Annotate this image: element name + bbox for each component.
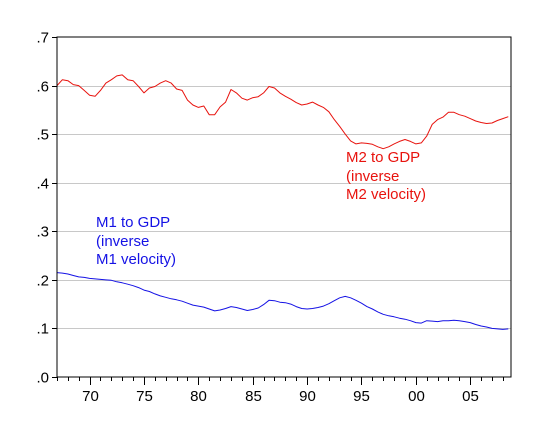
- y-tick-label: .1: [36, 321, 49, 338]
- x-tick-label: 95: [353, 388, 370, 405]
- x-tick-label: 80: [190, 388, 207, 405]
- m1-annotation-line-2: (inverse: [96, 233, 149, 250]
- series-lines: [56, 74, 509, 330]
- m2-annotation-line-3: M2 velocity): [346, 186, 426, 203]
- y-tick-label: .6: [36, 79, 49, 96]
- y-axis-tick-labels: .0 .1 .2 .3 .4 .5 .6 .7: [36, 30, 49, 387]
- y-tick-label: .7: [36, 30, 49, 47]
- plot-frame: [56, 36, 512, 378]
- m2-annotation-line-1: M2 to GDP: [346, 149, 420, 166]
- axis-ticks: [52, 37, 504, 385]
- y-tick-label: .2: [36, 273, 49, 290]
- x-tick-label: 70: [82, 388, 99, 405]
- x-tick-label: 05: [462, 388, 479, 405]
- y-tick-label: .0: [36, 370, 49, 387]
- m1-series-line: [56, 272, 509, 330]
- m1-annotation-line-3: M1 velocity): [96, 251, 176, 268]
- y-tick-label: .4: [36, 176, 49, 193]
- gridlines: [57, 86, 511, 329]
- x-tick-label: 85: [245, 388, 262, 405]
- y-tick-label: .5: [36, 127, 49, 144]
- x-tick-label: 90: [299, 388, 316, 405]
- x-tick-label: 75: [136, 388, 153, 405]
- x-tick-label: 00: [408, 388, 425, 405]
- x-axis-tick-labels: 70 75 80 85 90 95 00 05: [82, 388, 479, 405]
- m2-series-line: [56, 74, 509, 150]
- m2-annotation-line-2: (inverse: [346, 168, 399, 185]
- m1-annotation-line-1: M1 to GDP: [96, 214, 170, 231]
- y-tick-label: .3: [36, 224, 49, 241]
